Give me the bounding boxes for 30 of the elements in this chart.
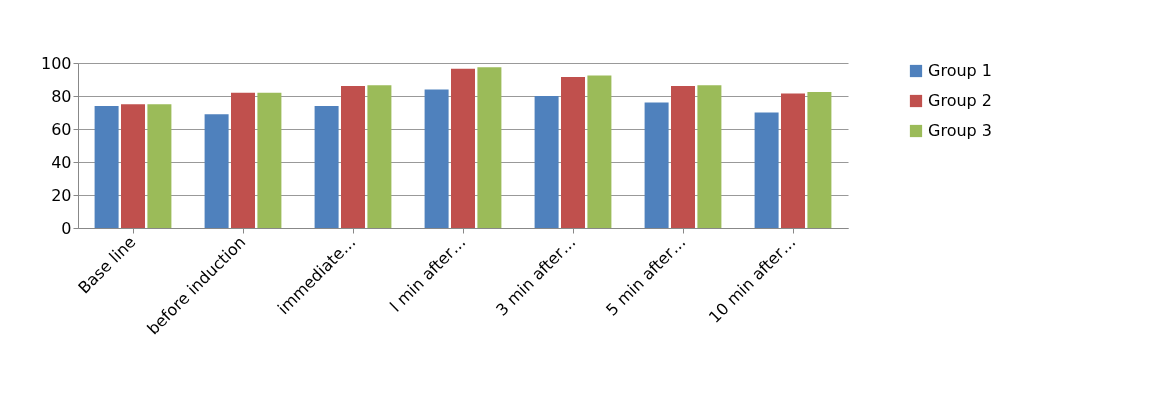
bar [204, 114, 229, 228]
bar [644, 102, 669, 228]
bar [697, 85, 722, 228]
bar [257, 92, 282, 228]
legend-label: Group 3 [928, 121, 992, 140]
bar [807, 91, 832, 228]
bar [534, 96, 559, 228]
bar [314, 105, 339, 228]
y-tick-label: 60 [51, 119, 72, 139]
legend-label: Group 2 [928, 91, 992, 110]
bar [367, 85, 392, 228]
bar [781, 93, 805, 228]
y-tick-label: 100 [40, 53, 72, 73]
bar [477, 67, 502, 228]
bar [231, 92, 255, 228]
bar [671, 86, 695, 228]
y-tick-label: 80 [51, 86, 72, 106]
legend-label: Group 1 [928, 61, 992, 80]
bar [147, 104, 172, 228]
y-tick-label: 0 [61, 218, 72, 238]
y-tick-label: 20 [51, 185, 72, 205]
bar [424, 89, 449, 228]
bar [451, 68, 475, 228]
bar [94, 105, 119, 228]
bar [341, 86, 365, 228]
y-tick-label: 40 [51, 152, 72, 172]
bar [561, 77, 585, 228]
bar [754, 112, 779, 228]
bar [121, 104, 145, 228]
bar [587, 75, 612, 228]
